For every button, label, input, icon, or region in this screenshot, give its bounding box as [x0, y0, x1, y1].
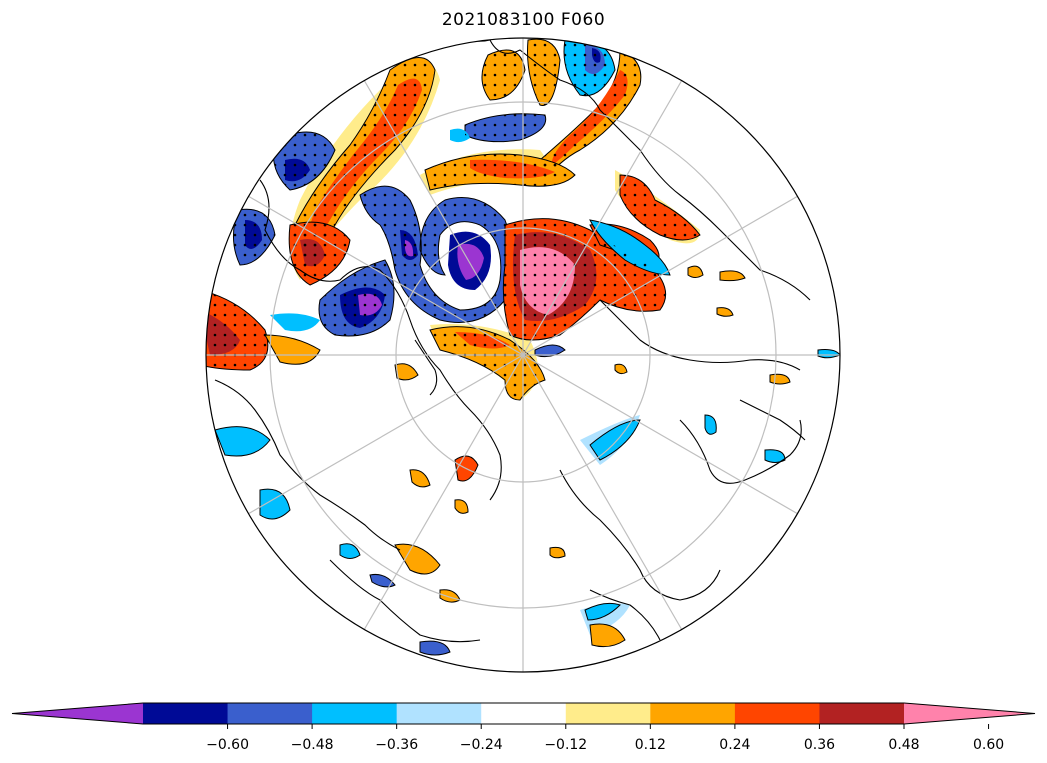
positive-anomaly [409, 469, 431, 488]
colorbar-bin [143, 703, 229, 724]
colorbar-tick-label: −0.36 [375, 737, 418, 753]
negative-anomaly [369, 574, 396, 588]
negative-anomaly [704, 414, 717, 435]
positive-anomaly [716, 307, 734, 317]
negative-anomaly [259, 488, 291, 520]
colorbar-bin [312, 703, 398, 724]
map-title: 2021083100 F060 [441, 10, 606, 30]
colorbar-bin [12, 703, 143, 724]
graticule [206, 38, 840, 672]
polar-map [205, 37, 841, 673]
colorbar-bin [481, 703, 567, 724]
positive-anomaly [394, 543, 441, 575]
positive-anomaly [589, 623, 626, 648]
negative-anomaly [214, 426, 271, 457]
positive-anomaly [454, 499, 469, 514]
positive-anomaly [549, 546, 566, 559]
colorbar-tick-label: 0.48 [888, 737, 919, 753]
positive-anomaly [614, 363, 628, 375]
colorbar-bins [11, 702, 1036, 725]
colorbar-tick-label: 0.12 [635, 737, 666, 753]
negative-anomaly [270, 313, 320, 332]
positive-anomaly [687, 265, 704, 278]
negative-anomaly [339, 543, 361, 559]
positive-anomaly [719, 270, 746, 282]
colorbar-outline [11, 702, 1036, 725]
colorbar-tick-label: −0.24 [460, 737, 503, 753]
map-boundary [205, 37, 841, 673]
colorbar-tick-label: 0.60 [973, 737, 1004, 753]
negative-anomaly [419, 640, 451, 656]
colorbar-bin [734, 703, 820, 724]
colorbar-bin [904, 703, 1035, 724]
colorbar-bin [565, 703, 651, 724]
colorbar-tick-label: 0.36 [804, 737, 835, 753]
positive-anomaly [264, 334, 321, 365]
colorbar-tick-label: −0.60 [206, 737, 249, 753]
colorbar-bin [227, 703, 313, 724]
colorbar-ticks: −0.60 −0.48 −0.36 −0.24 −0.12 0.12 0.24 0.36 0.4… [206, 724, 1004, 753]
positive-anomaly [394, 363, 419, 381]
colorbar-tick-label: −0.48 [291, 737, 334, 753]
colorbar-tick-label: −0.12 [544, 737, 587, 753]
coastlines [214, 38, 811, 643]
negative-anomaly [584, 602, 621, 621]
negative-anomaly [534, 344, 566, 358]
negative-anomaly [764, 449, 786, 463]
colorbar-bin [650, 703, 736, 724]
colorbar-bin [819, 703, 905, 724]
colorbar-bin [396, 703, 482, 724]
colorbar-tick-label: 0.24 [719, 737, 750, 753]
negative-anomaly [589, 419, 641, 461]
significance-stippling [206, 39, 700, 400]
